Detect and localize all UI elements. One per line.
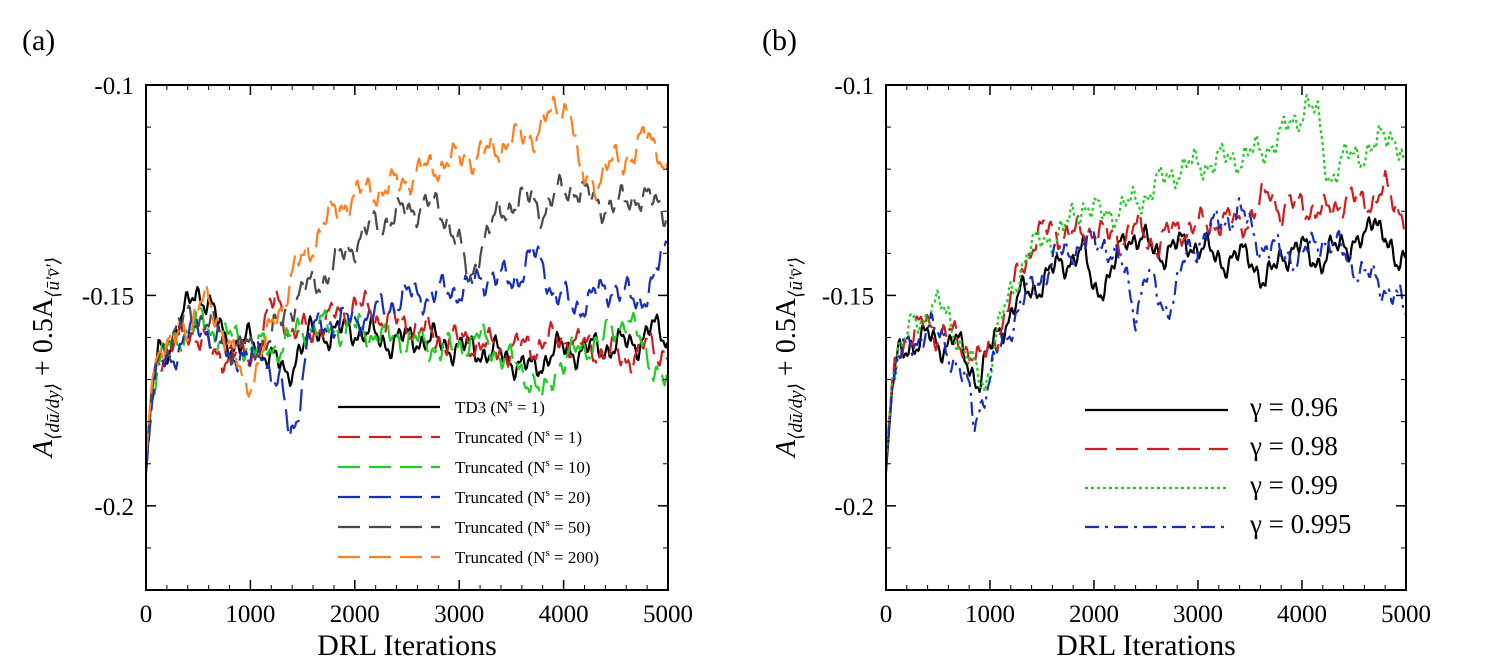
legend-label-truncated-200: Truncated (Ns = 200) <box>455 547 599 567</box>
y-tick-label: -0.15 <box>82 283 134 310</box>
x-tick-label: 5000 <box>1381 601 1431 628</box>
y-tick-label: -0.15 <box>822 283 874 310</box>
panel-a-legend: TD3 (Ns = 1) Truncated (Ns = 1) Truncate… <box>338 397 599 567</box>
panel-a-label: (a) <box>22 24 55 57</box>
legend-label-gamma-096: γ = 0.96 <box>1249 392 1338 422</box>
panel-a-xlabel: DRL Iterations <box>317 629 497 662</box>
series-line <box>886 216 1406 473</box>
panel-b-ylabel-sub2: ⟨ū′v̄′⟩ <box>786 257 807 298</box>
panel-a-ylabel-main: A <box>28 439 59 459</box>
panel-a-ylabel-middle: + 0.5A <box>28 297 59 383</box>
panel-b-xtick-labels: 0 1000 2000 3000 4000 5000 <box>880 601 1431 628</box>
series-line <box>146 305 668 464</box>
series-line <box>886 197 1406 469</box>
legend-label-truncated-10: Truncated (Ns = 10) <box>455 457 591 477</box>
panel-b-ylabel-middle: + 0.5A <box>771 297 802 383</box>
legend-label-gamma-098: γ = 0.98 <box>1249 431 1338 461</box>
x-tick-label: 4000 <box>539 601 589 628</box>
legend-label-td3: TD3 (Ns = 1) <box>455 397 545 417</box>
panel-b: (b) A⟨dū/dy⟩ + 0.5A⟨ū′v̄′⟩ DRL Iteration… <box>762 24 1431 662</box>
panel-a: (a) A⟨dū/dy⟩ + 0.5A⟨ū′v̄′⟩ DRL Iteration… <box>22 24 693 662</box>
panel-b-ylabel-main: A <box>771 439 802 459</box>
panel-b-ylabel: A⟨dū/dy⟩ + 0.5A⟨ū′v̄′⟩ <box>771 257 807 459</box>
panel-a-ylabel-sub2: ⟨ū′v̄′⟩ <box>43 257 64 298</box>
series-line <box>146 173 668 464</box>
x-tick-label: 2000 <box>330 601 380 628</box>
legend-label-truncated-20: Truncated (Ns = 20) <box>455 487 591 507</box>
panel-b-label: (b) <box>762 24 797 57</box>
series-line <box>146 95 668 456</box>
series-line <box>146 288 668 464</box>
y-tick-label: -0.1 <box>94 73 134 100</box>
panel-a-xtick-labels: 0 1000 2000 3000 4000 5000 <box>140 601 693 628</box>
panel-a-ytick-labels: -0.2 -0.15 -0.1 <box>82 73 134 521</box>
panel-b-ytick-labels: -0.2 -0.15 -0.1 <box>822 73 874 521</box>
x-tick-label: 4000 <box>1277 601 1327 628</box>
y-tick-label: -0.1 <box>834 73 874 100</box>
series-line <box>146 285 668 473</box>
y-tick-label: -0.2 <box>94 494 134 521</box>
series-line <box>886 169 1406 464</box>
panel-b-xlabel: DRL Iterations <box>1056 629 1236 662</box>
x-tick-label: 1000 <box>225 601 275 628</box>
x-tick-label: 2000 <box>1069 601 1119 628</box>
panel-a-ylabel: A⟨dū/dy⟩ + 0.5A⟨ū′v̄′⟩ <box>28 257 64 459</box>
series-line <box>886 93 1406 464</box>
x-tick-label: 1000 <box>965 601 1015 628</box>
x-tick-label: 3000 <box>1173 601 1223 628</box>
y-tick-label: -0.2 <box>834 494 874 521</box>
panel-b-ylabel-sub1: ⟨dū/dy⟩ <box>786 383 807 440</box>
legend-label-truncated-50: Truncated (Ns = 50) <box>455 517 591 537</box>
x-tick-label: 5000 <box>643 601 693 628</box>
legend-label-gamma-099: γ = 0.99 <box>1249 470 1338 500</box>
series-group <box>886 93 1406 473</box>
legend-label-gamma-0995: γ = 0.995 <box>1249 509 1351 539</box>
legend-label-truncated-1: Truncated (Ns = 1) <box>455 427 582 447</box>
series-group <box>146 95 668 473</box>
x-tick-label: 0 <box>880 601 893 628</box>
panel-a-ylabel-sub1: ⟨dū/dy⟩ <box>43 383 64 440</box>
x-tick-label: 3000 <box>434 601 484 628</box>
x-tick-label: 0 <box>140 601 153 628</box>
panel-b-legend: γ = 0.96 γ = 0.98 γ = 0.99 γ = 0.995 <box>1085 392 1351 539</box>
